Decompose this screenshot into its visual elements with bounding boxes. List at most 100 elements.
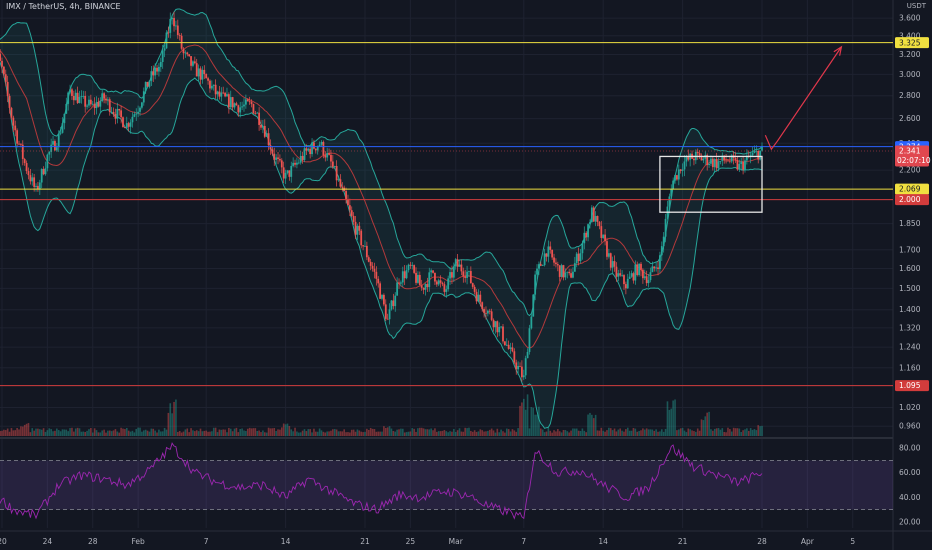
candle-body: [687, 156, 690, 160]
candle-body: [273, 153, 276, 160]
candle-body: [573, 263, 576, 272]
volume-bar: [636, 431, 639, 436]
volume-bar: [475, 431, 478, 436]
date-tick-label: 28: [88, 537, 98, 546]
candle-body: [685, 156, 688, 162]
candle-body: [347, 199, 349, 206]
candle-body: [405, 270, 408, 279]
volume-bar: [160, 431, 162, 436]
candle-body: [696, 151, 699, 154]
candle-body: [37, 185, 39, 190]
candle-body: [190, 56, 192, 66]
volume-bar: [749, 428, 752, 436]
candle-body: [742, 161, 744, 170]
candle-body: [538, 264, 540, 269]
candle-body: [27, 171, 30, 176]
candle-body: [360, 230, 363, 246]
volume-bar: [74, 428, 77, 436]
candle-body: [365, 245, 368, 258]
candle-body: [462, 271, 465, 277]
candle-body: [311, 142, 313, 155]
candle-body: [123, 127, 126, 129]
volume-bar: [80, 431, 83, 436]
volume-bar: [233, 428, 236, 436]
price-tick-label: 1.700: [899, 245, 921, 254]
volume-bar: [267, 427, 270, 436]
volume-bar: [651, 429, 654, 436]
level-badge-2.069: [895, 183, 929, 195]
consolidation-box[interactable]: [659, 155, 763, 213]
candle-body: [589, 222, 591, 225]
candle-body: [553, 257, 555, 263]
candle-body: [6, 81, 9, 96]
candle-body: [398, 282, 400, 284]
volume-bar: [362, 432, 364, 436]
volume-bar: [71, 427, 73, 436]
volume-bar: [330, 430, 332, 436]
volume-bar: [761, 425, 763, 436]
candle-body: [78, 96, 81, 104]
volume-bar: [583, 430, 586, 436]
drawings[interactable]: [659, 45, 843, 213]
candle-body: [207, 78, 209, 81]
volume-bar: [494, 432, 497, 436]
last-price-text: 2.341: [899, 147, 921, 156]
candle-body: [316, 146, 319, 151]
candle-body: [193, 61, 196, 64]
volume-bar: [188, 432, 190, 436]
volume-bar: [120, 427, 122, 436]
level-badge-2.000: [895, 194, 929, 206]
candle-body: [12, 117, 15, 126]
candle-body: [623, 275, 625, 285]
volume-bar: [579, 430, 582, 436]
volume-bar: [504, 432, 506, 436]
volume-bar: [95, 430, 98, 436]
candle-body: [186, 52, 189, 55]
volume-bar: [180, 432, 183, 436]
volume-bar: [451, 431, 453, 436]
volume-bar: [131, 430, 134, 436]
candle-body: [303, 148, 306, 160]
candle-body: [210, 85, 213, 89]
volume-bar: [61, 429, 64, 436]
volume-bar: [178, 431, 181, 436]
volume-bar: [367, 429, 370, 436]
volume-bar: [632, 427, 635, 436]
volume-bar: [759, 426, 761, 436]
volume-bar: [466, 428, 468, 436]
candle-body: [233, 103, 236, 108]
volume-bar: [40, 429, 43, 436]
candle-body: [163, 48, 166, 51]
candle-body: [641, 269, 644, 279]
volume-bar: [609, 428, 612, 436]
candle-body: [592, 207, 595, 222]
candle-body: [424, 283, 427, 290]
candle-body: [224, 92, 226, 97]
volume-bar: [93, 428, 96, 436]
volume-bar: [738, 428, 741, 436]
candle-body: [197, 68, 200, 77]
volume-bar: [222, 429, 224, 436]
candle-body: [464, 276, 467, 278]
candle-body: [590, 207, 593, 223]
currency-label: USDT: [906, 2, 926, 10]
volume-bar: [167, 412, 170, 436]
candle-body: [235, 103, 238, 106]
bollinger-upper: [0, 8, 763, 317]
candle-body: [543, 253, 546, 266]
candle-body: [373, 268, 376, 272]
candle-body: [555, 262, 557, 265]
volume-bar: [600, 427, 603, 436]
horizontal-levels[interactable]: [0, 42, 893, 387]
candle-body: [706, 155, 709, 166]
price-tick-label: 2.600: [899, 114, 921, 123]
volume-bar: [186, 428, 189, 436]
candle-body: [558, 265, 561, 277]
candle-body: [82, 95, 85, 97]
arrow-head: [833, 45, 843, 56]
projection-arrow[interactable]: [764, 46, 842, 151]
volume-bar: [530, 407, 533, 436]
volume-bar: [594, 414, 597, 436]
volume-bar: [78, 428, 81, 436]
